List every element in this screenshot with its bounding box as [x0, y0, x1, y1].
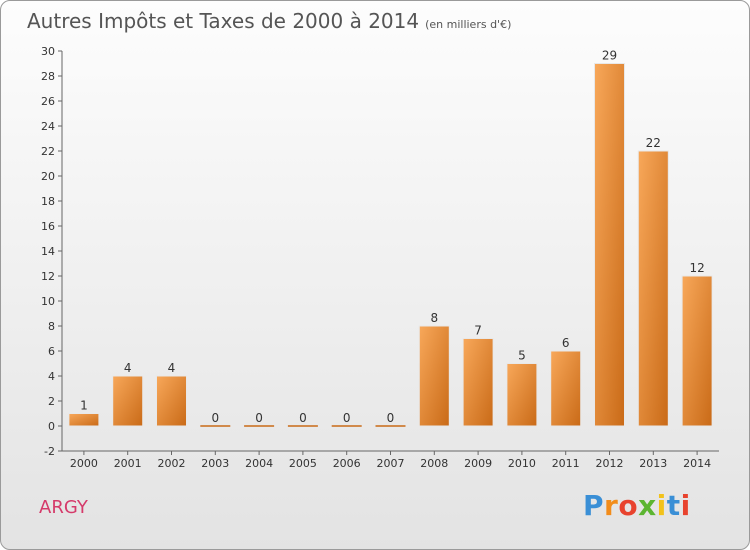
y-tick-label: 2	[48, 395, 55, 408]
chart-title-text: Autres Impôts et Taxes de 2000 à 2014	[27, 9, 420, 33]
bar-2009	[462, 338, 494, 427]
x-tick-label: 2010	[508, 457, 536, 470]
data-label: 0	[255, 411, 263, 425]
bar-2002	[156, 375, 187, 427]
chart-title: Autres Impôts et Taxes de 2000 à 2014 (en…	[27, 9, 511, 33]
bar-2012	[594, 63, 625, 427]
bar-2008	[418, 325, 450, 427]
y-tick-label: 0	[48, 420, 55, 433]
logo-letter: r	[604, 489, 619, 522]
data-label: 4	[168, 361, 176, 375]
x-tick-label: 2004	[245, 457, 273, 470]
y-tick-label: -2	[44, 445, 55, 458]
y-tick-label: 4	[48, 370, 55, 383]
bar-2000	[68, 413, 100, 427]
x-tick-label: 2011	[552, 457, 580, 470]
x-tick-label: 2002	[158, 457, 186, 470]
y-tick-label: 26	[41, 95, 55, 108]
y-tick-label: 30	[41, 45, 55, 58]
y-tick-label: 22	[41, 145, 55, 158]
data-label: 5	[518, 349, 526, 363]
chart-bars	[68, 63, 713, 427]
x-tick-label: 2014	[683, 457, 711, 470]
chart-labels: 1 2000 4 2001 4 2002 0 2003 0 2004 0 2005 0 2006 0 2007…	[70, 49, 711, 471]
bar-2010	[506, 363, 538, 427]
data-label: 22	[646, 136, 661, 150]
data-label: 0	[211, 411, 219, 425]
data-label: 12	[689, 261, 704, 275]
y-tick-label: 14	[41, 245, 55, 258]
x-tick-label: 2013	[639, 457, 667, 470]
logo-letter: i	[680, 489, 691, 522]
x-tick-label: 2007	[377, 457, 405, 470]
data-label: 6	[562, 336, 570, 350]
commune-name: ARGY	[39, 497, 88, 518]
data-label: 4	[124, 361, 132, 375]
logo-letter: t	[666, 489, 681, 522]
x-tick-label: 2003	[201, 457, 229, 470]
x-tick-label: 2001	[114, 457, 142, 470]
logo-letter: x	[638, 489, 657, 522]
data-label: 1	[80, 399, 88, 413]
data-label: 29	[602, 49, 617, 63]
x-tick-label: 2000	[70, 457, 98, 470]
x-tick-label: 2012	[596, 457, 624, 470]
data-label: 0	[343, 411, 351, 425]
logo-letter: i	[656, 489, 667, 522]
bar-2011	[550, 350, 582, 427]
chart-subtitle: (en milliers d'€)	[425, 18, 512, 31]
proxiti-logo: Proxiti	[583, 489, 691, 522]
x-tick-label: 2005	[289, 457, 317, 470]
y-tick-label: 28	[41, 70, 55, 83]
y-tick-label: 20	[41, 170, 55, 183]
data-label: 0	[387, 411, 395, 425]
logo-letter: P	[583, 489, 605, 522]
x-tick-label: 2009	[464, 457, 492, 470]
x-tick-label: 2008	[420, 457, 448, 470]
y-tick-label: 18	[41, 195, 55, 208]
y-tick-label: 6	[48, 345, 55, 358]
y-tick-label: 10	[41, 295, 55, 308]
bar-2014	[681, 275, 713, 427]
data-label: 7	[474, 324, 482, 338]
y-tick-label: 24	[41, 120, 55, 133]
y-tick-label: 16	[41, 220, 55, 233]
data-label: 8	[430, 311, 438, 325]
logo-letter: o	[618, 489, 639, 522]
x-tick-label: 2006	[333, 457, 361, 470]
bar-2001	[112, 375, 144, 427]
y-tick-label: 12	[41, 270, 55, 283]
data-label: 0	[299, 411, 307, 425]
y-tick-label: 8	[48, 320, 55, 333]
bar-2013	[637, 150, 669, 427]
